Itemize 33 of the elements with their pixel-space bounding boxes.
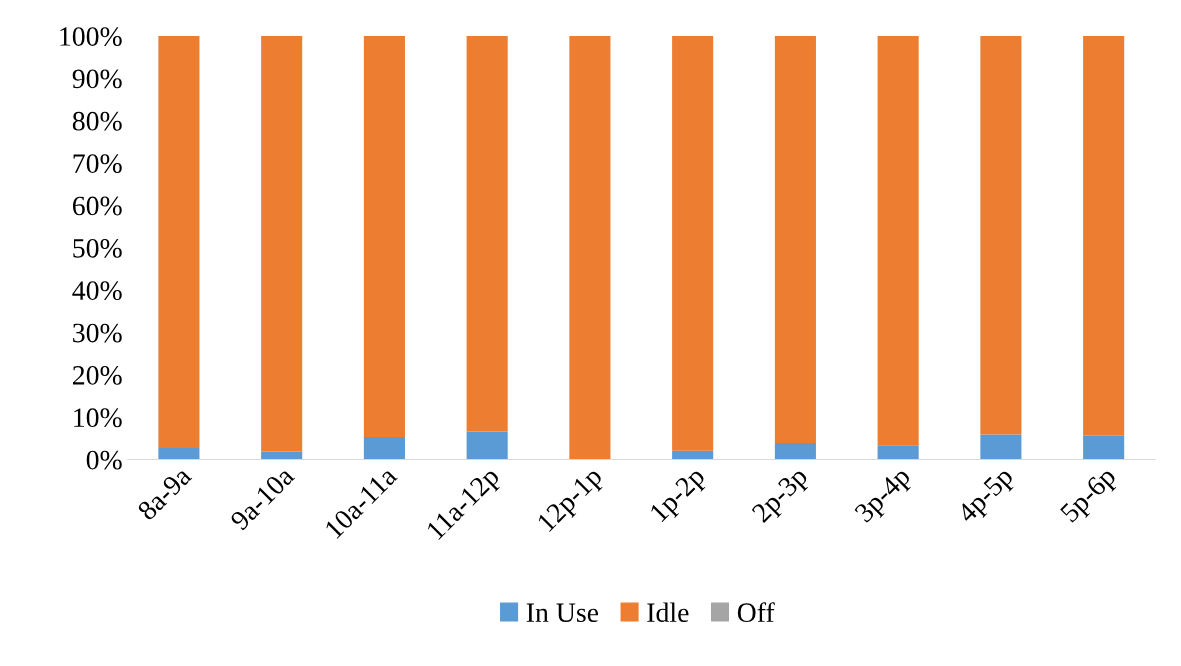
bar: [980, 434, 1022, 460]
bar: [158, 448, 200, 460]
y-tick-label: 40%: [72, 281, 122, 301]
bar: [466, 35, 508, 432]
y-tick-label: 0%: [86, 450, 122, 470]
legend-label: Idle: [647, 602, 689, 623]
y-tick-label: 20%: [72, 365, 122, 385]
y-tick-label: 70%: [73, 154, 122, 174]
bar: [569, 35, 611, 460]
y-tick-label: 80%: [72, 111, 122, 131]
y-tick-label: 10%: [74, 408, 122, 428]
bar: [877, 445, 919, 460]
y-tick-label: 60%: [72, 196, 122, 216]
bar: [774, 35, 816, 444]
bar: [261, 451, 303, 460]
legend-label: Off: [737, 602, 775, 623]
bar: [774, 443, 816, 460]
bar: [1083, 35, 1125, 436]
bar: [877, 35, 919, 446]
bar: [158, 35, 200, 449]
bar: [466, 431, 508, 460]
bar: [261, 35, 303, 452]
bar: [1083, 435, 1125, 460]
legend-label: In Use: [526, 603, 599, 623]
bar: [363, 437, 405, 460]
bar: [363, 35, 405, 438]
bar: [980, 35, 1022, 435]
y-tick-label: 90%: [72, 69, 122, 89]
y-tick-label: 30%: [73, 323, 122, 343]
y-tick-label: 50%: [73, 238, 122, 258]
y-tick-label: 100%: [60, 27, 122, 46]
bar: [672, 35, 714, 451]
bar: [672, 450, 714, 460]
